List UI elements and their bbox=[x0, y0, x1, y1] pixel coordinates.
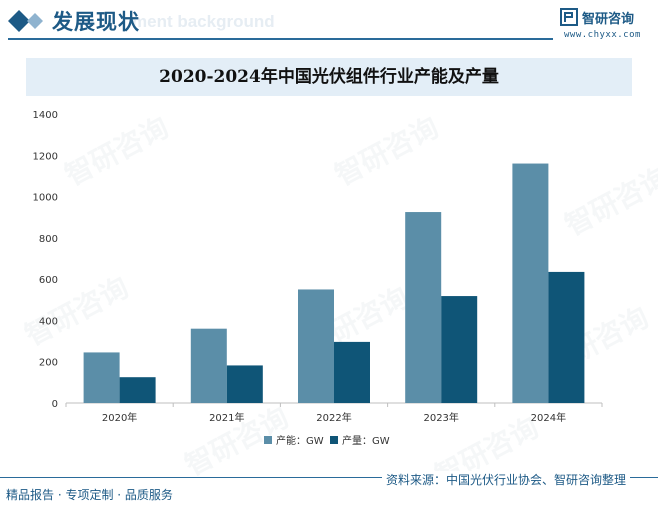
brand-logo: 智研咨询 www.chyxx.com bbox=[560, 8, 652, 42]
bar-capacity bbox=[298, 289, 334, 403]
y-tick-label: 1400 bbox=[33, 110, 58, 121]
section-title: 发展现状 bbox=[52, 10, 140, 34]
y-tick-label: 800 bbox=[39, 234, 58, 245]
y-tick-label: 200 bbox=[39, 358, 58, 369]
x-tick-label: 2021年 bbox=[209, 411, 244, 424]
y-tick-label: 1200 bbox=[33, 151, 58, 162]
bar-capacity bbox=[405, 212, 442, 403]
footer-slogan: 精品报告 · 专项定制 · 品质服务 bbox=[6, 488, 173, 502]
legend-label: 产量：GW bbox=[342, 434, 390, 447]
x-tick-label: 2024年 bbox=[531, 411, 566, 424]
x-tick-label: 2020年 bbox=[102, 411, 137, 424]
logo-name: 智研咨询 bbox=[582, 12, 635, 27]
logo-url: www.chyxx.com bbox=[564, 30, 641, 40]
data-source: 资料来源：中国光伏行业协会、智研咨询整理 bbox=[382, 471, 631, 488]
bar-capacity bbox=[512, 163, 549, 403]
bar-output bbox=[226, 365, 263, 403]
diamond-bullet-icon bbox=[8, 10, 43, 32]
bar-output bbox=[548, 271, 585, 403]
x-tick-label: 2023年 bbox=[423, 411, 458, 424]
y-tick-label: 400 bbox=[39, 316, 58, 327]
chart-title: 2020-2024年中国光伏组件行业产能及产量 bbox=[159, 67, 499, 87]
footer-divider bbox=[0, 477, 658, 478]
legend-label: 产能：GW bbox=[276, 434, 324, 447]
legend-swatch bbox=[330, 436, 338, 444]
header-background-text: ment background bbox=[132, 12, 275, 31]
logo-icon bbox=[560, 8, 578, 26]
header-divider bbox=[8, 38, 553, 40]
y-tick-label: 0 bbox=[52, 399, 58, 410]
bar-capacity bbox=[190, 328, 227, 403]
y-tick-label: 1000 bbox=[33, 193, 58, 204]
x-tick-label: 2022年 bbox=[316, 411, 351, 424]
bar-output bbox=[334, 341, 370, 403]
header: ment background 发展现状 智研咨询 www.chyxx.com bbox=[0, 0, 658, 46]
bar-capacity bbox=[83, 352, 120, 403]
bar-chart: 0 200 400 600 800 1000 1200 1400 2020年 2021年 2022年… bbox=[33, 110, 603, 447]
bar-output bbox=[119, 377, 156, 403]
chart-title-band: 2020-2024年中国光伏组件行业产能及产量 bbox=[26, 58, 632, 96]
bar-output bbox=[441, 296, 478, 403]
y-tick-label: 600 bbox=[39, 275, 58, 286]
legend-swatch bbox=[264, 436, 272, 444]
